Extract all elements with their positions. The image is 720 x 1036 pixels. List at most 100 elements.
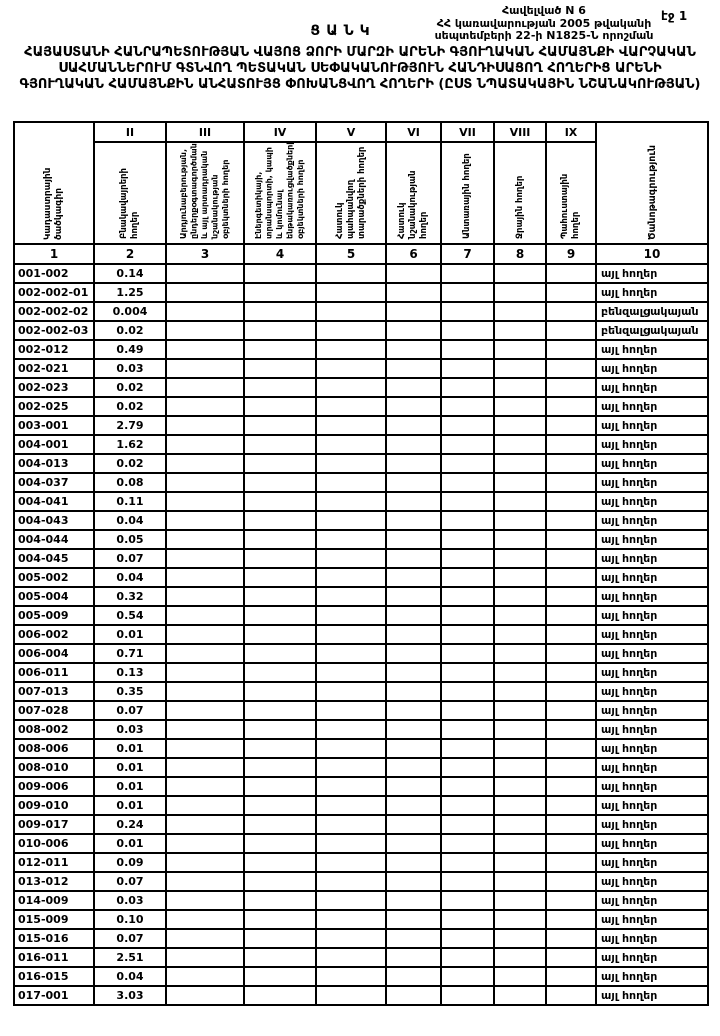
cadastral-code-cell: 006-002 — [13, 624, 95, 645]
empty-cell — [440, 377, 495, 398]
column-number-cell: 5 — [315, 243, 387, 265]
empty-cell — [440, 548, 495, 569]
empty-cell — [545, 510, 597, 531]
roman-numeral-cell: IV — [243, 121, 317, 143]
empty-cell — [243, 301, 317, 322]
empty-cell — [385, 377, 442, 398]
empty-cell — [165, 567, 245, 588]
empty-cell — [243, 852, 317, 873]
empty-cell — [315, 529, 387, 550]
empty-cell — [243, 358, 317, 379]
note-cell: այլ հողեր — [595, 586, 709, 607]
table-row: 015-009 0.10 այլ հողեր — [13, 909, 709, 930]
roman-numeral-cell: VI — [385, 121, 442, 143]
cadastral-code-cell: 017-001 — [13, 985, 95, 1006]
empty-cell — [243, 567, 317, 588]
note-cell: այլ հողեր — [595, 282, 709, 303]
empty-cell — [385, 358, 442, 379]
roman-numeral-cell: VIII — [493, 121, 547, 143]
settlement-land-area-cell: 0.05 — [93, 529, 167, 550]
empty-cell — [440, 358, 495, 379]
empty-cell — [440, 947, 495, 968]
empty-cell — [545, 947, 597, 968]
empty-cell — [545, 605, 597, 626]
table-row: 004-001 1.62 այլ հողեր — [13, 434, 709, 455]
empty-cell — [165, 339, 245, 360]
settlement-land-area-cell: 0.24 — [93, 814, 167, 835]
empty-cell — [545, 396, 597, 417]
empty-cell — [385, 947, 442, 968]
empty-cell — [385, 985, 442, 1006]
appendix-reference-block: Հավելված N 6 ՀՀ կառավարության 2005 թվակա… — [398, 4, 690, 43]
settlement-land-area-cell: 0.07 — [93, 548, 167, 569]
empty-cell — [165, 491, 245, 512]
table-row: 016-015 0.04 այլ հողեր — [13, 966, 709, 987]
note-cell: այլ հողեր — [595, 510, 709, 531]
roman-numeral-row: Կադաստրային ծածկագիր II III IV V VI VII … — [13, 121, 709, 245]
settlement-land-area-cell: 0.04 — [93, 567, 167, 588]
empty-cell — [493, 453, 547, 474]
column-number-cell: 10 — [595, 243, 709, 265]
cadastral-code-cell: 006-004 — [13, 643, 95, 664]
empty-cell — [545, 643, 597, 664]
empty-cell — [385, 719, 442, 740]
column-number-cell: 8 — [493, 243, 547, 265]
table-row: 009-017 0.24 այլ հողեր — [13, 814, 709, 835]
empty-cell — [493, 472, 547, 493]
note-cell: այլ հողեր — [595, 795, 709, 816]
empty-cell — [385, 263, 442, 284]
settlement-land-area-cell: 0.07 — [93, 871, 167, 892]
cadastral-code-cell: 009-010 — [13, 795, 95, 816]
empty-cell — [243, 871, 317, 892]
empty-cell — [545, 833, 597, 854]
note-cell: այլ հողեր — [595, 662, 709, 683]
empty-cell — [385, 415, 442, 436]
settlement-land-area-cell: 0.01 — [93, 738, 167, 759]
empty-cell — [165, 320, 245, 341]
empty-cell — [493, 510, 547, 531]
column-header-special-purpose-lands: Հատուկ նշանակության հողեր — [385, 141, 442, 245]
settlement-land-area-cell: 0.02 — [93, 320, 167, 341]
empty-cell — [385, 510, 442, 531]
empty-cell — [243, 339, 317, 360]
table-row: 002-002-03 0.02 բենզալցակայան — [13, 320, 709, 341]
empty-cell — [315, 472, 387, 493]
column-number-cell: 2 — [93, 243, 167, 265]
column-number-cell: 9 — [545, 243, 597, 265]
cadastral-code-cell: 012-011 — [13, 852, 95, 873]
cadastral-code-cell: 004-013 — [13, 453, 95, 474]
empty-cell — [243, 776, 317, 797]
note-cell: այլ հողեր — [595, 263, 709, 284]
empty-cell — [165, 795, 245, 816]
cadastral-code-cell: 016-011 — [13, 947, 95, 968]
empty-cell — [165, 833, 245, 854]
empty-cell — [385, 472, 442, 493]
empty-cell — [545, 890, 597, 911]
empty-cell — [440, 320, 495, 341]
empty-cell — [440, 491, 495, 512]
table-row: 006-002 0.01 այլ հողեր — [13, 624, 709, 645]
empty-cell — [545, 776, 597, 797]
empty-cell — [165, 966, 245, 987]
table-row: 010-006 0.01 այլ հողեր — [13, 833, 709, 854]
table-row: 004-043 0.04 այլ հողեր — [13, 510, 709, 531]
empty-cell — [315, 567, 387, 588]
empty-cell — [315, 985, 387, 1006]
empty-cell — [493, 700, 547, 721]
empty-cell — [545, 662, 597, 683]
cadastral-code-cell: 002-025 — [13, 396, 95, 417]
table-row: 017-001 3.03 այլ հողեր — [13, 985, 709, 1006]
empty-cell — [243, 985, 317, 1006]
empty-cell — [545, 339, 597, 360]
empty-cell — [243, 415, 317, 436]
empty-cell — [243, 472, 317, 493]
empty-cell — [493, 491, 547, 512]
empty-cell — [545, 795, 597, 816]
empty-cell — [385, 681, 442, 702]
empty-cell — [440, 586, 495, 607]
empty-cell — [545, 852, 597, 873]
empty-cell — [315, 548, 387, 569]
settlement-land-area-cell: 0.49 — [93, 339, 167, 360]
empty-cell — [165, 928, 245, 949]
roman-numeral-cell: VII — [440, 121, 495, 143]
